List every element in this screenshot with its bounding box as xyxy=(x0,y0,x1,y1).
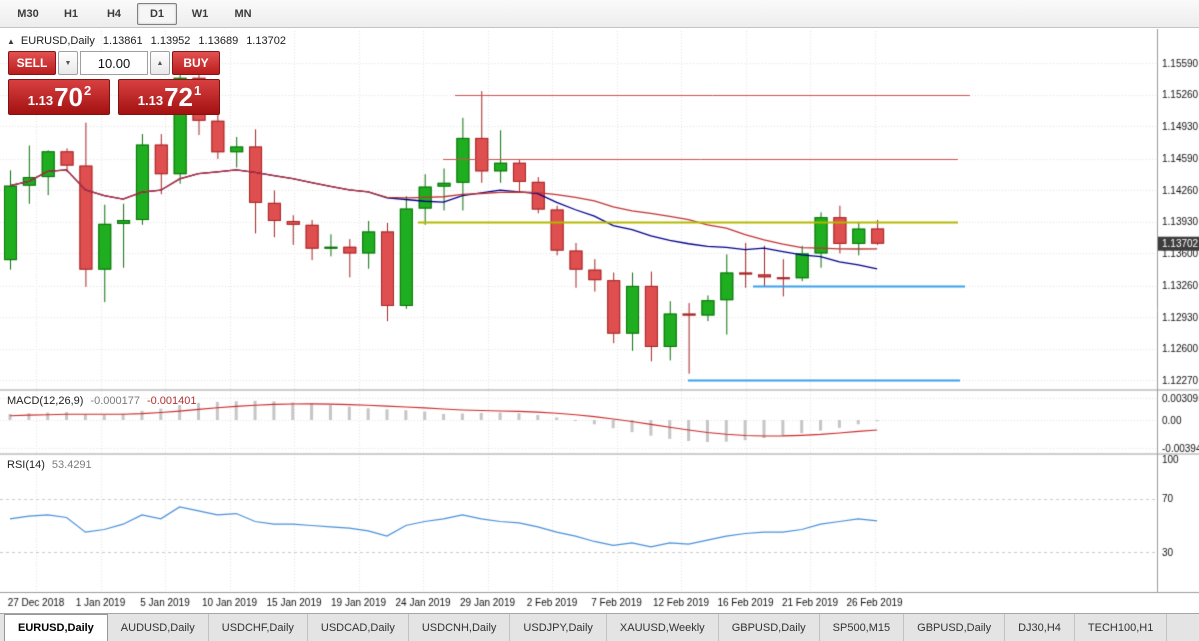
rsi-panel-label: RSI(14) 53.4291 xyxy=(7,459,92,471)
chart-tab-gbpusd-daily[interactable]: GBPUSD,Daily xyxy=(904,614,1006,641)
chart-tabs-bar: EURUSD,Daily AUDUSD,Daily USDCHF,Daily USDC… xyxy=(0,613,1199,641)
chart-tab-sp500-m15[interactable]: SP500,M15 xyxy=(820,614,905,641)
chart-tab-audusd-daily[interactable]: AUDUSD,Daily xyxy=(108,614,209,641)
chart-tab-usdchf-daily[interactable]: USDCHF,Daily xyxy=(209,614,308,641)
sell-price-point: 2 xyxy=(84,82,92,98)
chart-tab-eurusd-daily[interactable]: EURUSD,Daily xyxy=(4,614,108,641)
buy-price-pips: 72 xyxy=(164,82,193,112)
macd-name: MACD(12,26,9) xyxy=(7,395,84,407)
chart-tab-usdcad-daily[interactable]: USDCAD,Daily xyxy=(308,614,409,641)
macd-panel-label: MACD(12,26,9) -0.000177 -0.001401 xyxy=(7,395,197,407)
ohlc-close: 1.13702 xyxy=(246,35,286,47)
ohlc-high: 1.13952 xyxy=(150,35,191,47)
timeframe-toolbar: M30 H1 H4 D1 W1 MN xyxy=(0,0,1199,28)
timeframe-button-mn[interactable]: MN xyxy=(234,7,252,20)
chart-tab-tech100-h1[interactable]: TECH100,H1 xyxy=(1075,614,1168,641)
timeframe-button-w1[interactable]: W1 xyxy=(191,7,209,20)
rsi-value: 53.4291 xyxy=(51,459,92,471)
one-click-prices: 1.13 70 2 1.13 72 1 xyxy=(8,79,224,115)
timeframe-button-h1[interactable]: H1 xyxy=(63,7,79,20)
chevron-down-icon: ▼ xyxy=(64,59,72,67)
timeframe-button-h4[interactable]: H4 xyxy=(106,7,122,20)
volume-input[interactable] xyxy=(80,51,148,75)
one-click-controls: SELL ▼ ▲ BUY xyxy=(8,51,224,75)
sell-price-prefix: 1.13 xyxy=(27,93,54,108)
buy-button[interactable]: BUY xyxy=(172,51,220,75)
volume-increase-button[interactable]: ▲ xyxy=(150,51,170,75)
chart-header: ▲ EURUSD,Daily 1.13861 1.13952 1.13689 1… xyxy=(7,35,286,47)
rsi-name: RSI(14) xyxy=(7,459,45,471)
chart-tab-xauusd-weekly[interactable]: XAUUSD,Weekly xyxy=(607,614,719,641)
volume-decrease-button[interactable]: ▼ xyxy=(58,51,78,75)
sell-price-display[interactable]: 1.13 70 2 xyxy=(8,79,110,115)
timeframe-button-m30[interactable]: M30 xyxy=(17,7,39,20)
chart-tab-usdcnh-daily[interactable]: USDCNH,Daily xyxy=(409,614,511,641)
price-chart-canvas[interactable] xyxy=(0,29,1199,613)
sell-price-pips: 70 xyxy=(54,82,83,112)
sell-button[interactable]: SELL xyxy=(8,51,56,75)
buy-price-display[interactable]: 1.13 72 1 xyxy=(118,79,220,115)
macd-main-value: -0.000177 xyxy=(90,395,140,407)
chart-tab-gbpusd-daily[interactable]: GBPUSD,Daily xyxy=(719,614,820,641)
buy-price-point: 1 xyxy=(194,82,202,98)
ohlc-open: 1.13861 xyxy=(102,35,143,47)
timeframe-button-d1[interactable]: D1 xyxy=(137,2,177,25)
symbol-up-icon: ▲ xyxy=(7,36,15,46)
one-click-trading-panel: SELL ▼ ▲ BUY 1.13 70 2 1.13 72 xyxy=(8,51,224,115)
buy-price-prefix: 1.13 xyxy=(137,93,164,108)
ohlc-low: 1.13689 xyxy=(198,35,239,47)
chart-symbol-label: EURUSD,Daily xyxy=(20,35,95,47)
chart-tab-usdjpy-daily[interactable]: USDJPY,Daily xyxy=(510,614,607,641)
macd-signal-value: -0.001401 xyxy=(146,395,197,407)
chart-tab-dj30-h4[interactable]: DJ30,H4 xyxy=(1005,614,1075,641)
chart-area: ▲ EURUSD,Daily 1.13861 1.13952 1.13689 1… xyxy=(0,29,1199,613)
chevron-up-icon: ▲ xyxy=(156,59,164,67)
